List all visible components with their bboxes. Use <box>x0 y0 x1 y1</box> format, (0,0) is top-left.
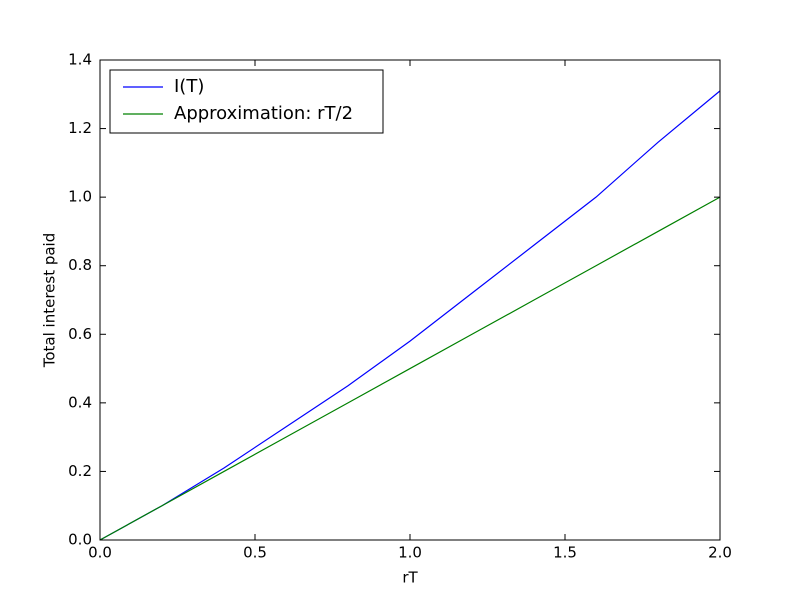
y-tick-label: 0.8 <box>68 256 92 274</box>
x-tick-label: 0.0 <box>88 544 112 562</box>
x-tick-label: 0.5 <box>243 544 267 562</box>
y-tick-label: 1.0 <box>68 188 92 206</box>
y-tick-label: 0.0 <box>68 531 92 549</box>
data-line <box>99 196 721 541</box>
data-line <box>99 90 721 541</box>
x-tick-label: 2.0 <box>708 544 732 562</box>
y-tick-label: 0.4 <box>68 393 92 411</box>
x-axis-label: rT <box>402 569 418 587</box>
y-tick-label: 1.4 <box>68 51 92 69</box>
y-tick-label: 1.2 <box>68 119 92 137</box>
legend-label: I(T) <box>174 76 204 97</box>
y-axis-label: Total interest paid <box>41 233 59 369</box>
legend: I(T) Approximation: rT/2 <box>109 69 384 134</box>
x-tick-label: 1.0 <box>398 544 422 562</box>
y-tick-label: 0.2 <box>68 462 92 480</box>
y-tick-label: 0.6 <box>68 325 92 343</box>
legend-label: Approximation: rT/2 <box>174 103 353 124</box>
x-tick-label: 1.5 <box>553 544 577 562</box>
legend-box <box>109 69 384 134</box>
